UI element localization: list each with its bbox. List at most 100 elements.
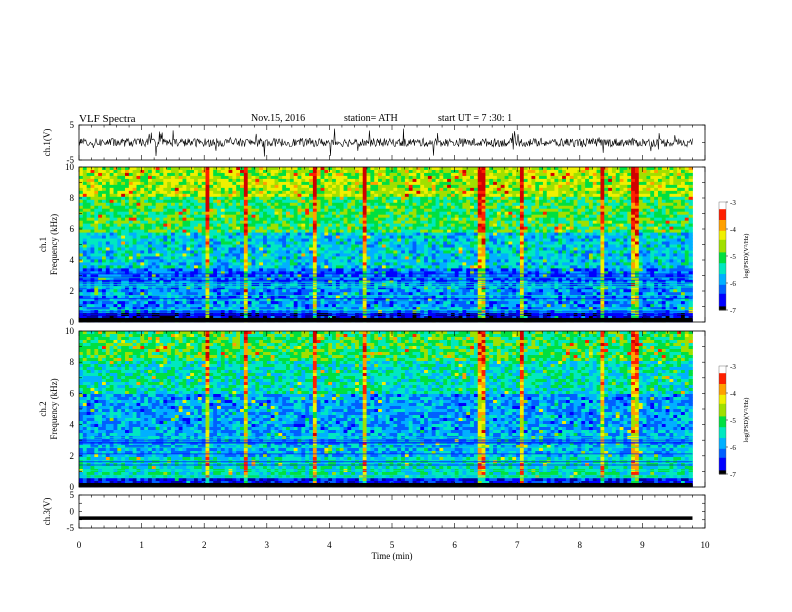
spectrogram-cell xyxy=(305,277,310,281)
spectrogram-cell xyxy=(416,232,421,236)
spectrogram-cell xyxy=(270,229,275,233)
spectrogram-cell xyxy=(289,229,295,233)
spectrogram-cell xyxy=(374,178,379,183)
spectrogram-cell xyxy=(366,307,371,311)
spectrogram-cell xyxy=(217,268,222,272)
spectrogram-cell xyxy=(351,253,356,257)
spectrogram-cell xyxy=(274,226,279,230)
spectrogram-cell xyxy=(82,175,88,180)
spectrogram-cell xyxy=(385,316,390,320)
spectrogram-cell xyxy=(301,211,306,216)
spectrogram-cell xyxy=(366,172,371,177)
spectrogram-cell xyxy=(94,253,99,257)
spectrogram-cell xyxy=(404,214,410,219)
spectrogram-cell xyxy=(128,271,134,275)
spectrogram-cell xyxy=(397,208,402,213)
spectrogram-cell xyxy=(332,190,337,195)
spectrogram-cell xyxy=(228,316,233,320)
spectrogram-cell xyxy=(435,241,440,245)
spectrogram-cell xyxy=(213,253,218,257)
spectrogram-cell xyxy=(113,301,118,305)
spectrogram-cell xyxy=(125,172,130,177)
spectrogram-cell xyxy=(263,247,268,251)
spectrogram-cell xyxy=(274,271,279,275)
spectrogram-cell xyxy=(117,205,122,210)
spectrogram-cell xyxy=(389,238,394,242)
spectrogram-cell xyxy=(105,259,111,263)
spectrogram-cell xyxy=(243,274,249,278)
spectrogram-cell xyxy=(194,193,199,198)
spectrogram-cell xyxy=(243,304,249,308)
spectrogram-cell xyxy=(255,193,260,198)
spectrogram-cell xyxy=(132,196,137,201)
spectrogram-cell xyxy=(144,271,149,275)
spectrogram-cell xyxy=(412,232,417,236)
spectrogram-cell xyxy=(278,172,283,177)
spectrogram-cell xyxy=(259,292,264,296)
spectrogram-cell xyxy=(82,256,88,260)
spectrogram-cell xyxy=(301,190,306,195)
spectrogram-cell xyxy=(167,226,172,230)
spectrogram-cell xyxy=(412,265,417,269)
spectrogram-cell xyxy=(355,268,360,272)
spectrogram-cell xyxy=(343,202,348,207)
spectrogram-cell xyxy=(205,167,210,171)
spectrogram-cell xyxy=(408,190,413,195)
spectrogram-cell xyxy=(174,247,180,251)
spectrogram-cell xyxy=(232,304,237,308)
spectrogram-cell xyxy=(424,238,429,242)
spectrogram-cell xyxy=(309,238,314,242)
spectrogram-cell xyxy=(121,268,126,272)
spectrogram-cell xyxy=(393,265,398,269)
spectrogram-cell xyxy=(282,202,287,207)
spectrogram-cell xyxy=(220,169,226,174)
spectrogram-cell xyxy=(301,217,306,222)
spectrogram-cell xyxy=(328,226,333,230)
spectrogram-cell xyxy=(232,307,237,311)
spectrogram-cell xyxy=(236,250,241,254)
spectrogram-cell xyxy=(194,217,199,222)
spectrogram-cell xyxy=(420,298,425,302)
spectrogram-cell xyxy=(351,313,356,317)
spectrogram-cell xyxy=(194,298,199,302)
spectrogram-cell xyxy=(171,316,176,320)
spectrogram-cell xyxy=(201,295,206,299)
spectrogram-cell xyxy=(282,256,287,260)
spectrogram-cell xyxy=(443,292,448,296)
spectrogram-cell xyxy=(243,217,249,222)
spectrogram-cell xyxy=(128,289,134,293)
spectrogram-cell xyxy=(362,238,367,242)
spectrogram-cell xyxy=(443,229,448,233)
spectrogram-cell xyxy=(393,175,398,180)
spectrogram-cell xyxy=(351,241,356,245)
spectrogram-cell xyxy=(332,202,337,207)
spectrogram-cell xyxy=(266,274,272,278)
spectrogram-cell xyxy=(378,214,383,219)
spectrogram-cell xyxy=(431,229,436,233)
spectrogram-cell xyxy=(278,316,283,320)
spectrogram-cell xyxy=(247,199,252,204)
spectrogram-cell xyxy=(205,196,210,201)
spectrogram-cell xyxy=(374,289,379,293)
spectrogram-cell xyxy=(182,169,187,174)
spectrogram-cell xyxy=(393,190,398,195)
spectrogram-cell xyxy=(286,226,291,230)
spectrogram-cell xyxy=(174,217,180,222)
spectrogram-cell xyxy=(155,229,160,233)
spectrogram-cell xyxy=(343,232,348,236)
spectrogram-cell xyxy=(427,292,433,296)
spectrogram-cell xyxy=(247,175,252,180)
spectrogram-cell xyxy=(247,202,252,207)
spectrogram-cell xyxy=(228,244,233,248)
spectrogram-cell xyxy=(332,208,337,213)
spectrogram-cell xyxy=(144,259,149,263)
spectrogram-cell xyxy=(286,274,291,278)
spectrogram-cell xyxy=(305,217,310,222)
spectrogram-cell xyxy=(136,250,141,254)
spectrogram-cell xyxy=(194,187,199,192)
spectrogram-cell xyxy=(98,253,103,257)
spectrogram-cell xyxy=(439,304,444,308)
spectrogram-cell xyxy=(236,229,241,233)
spectrogram-cell xyxy=(201,211,206,216)
spectrogram-cell xyxy=(320,199,325,204)
